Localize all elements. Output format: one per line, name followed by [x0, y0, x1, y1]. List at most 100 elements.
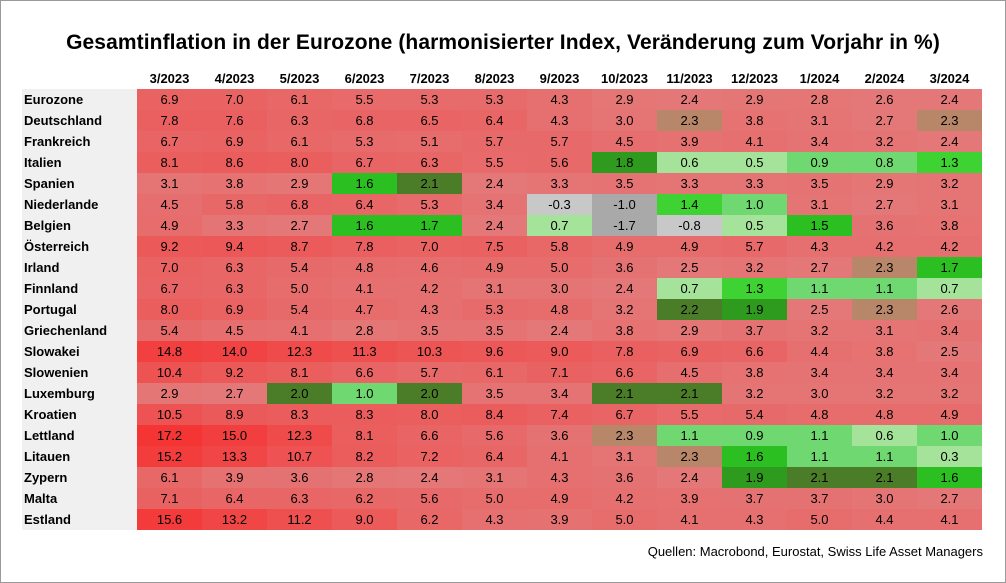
row-label: Kroatien — [22, 404, 137, 425]
heatmap-cell: 5.0 — [462, 488, 527, 509]
table-row: Finnland 6.7 6.3 5.0 4.1 4.2 3.1 3.0 2.4 0.7 1.3 1.… — [22, 278, 982, 299]
heatmap-cell: 4.9 — [137, 215, 202, 236]
row-label: Slowenien — [22, 362, 137, 383]
heatmap-cell: 2.0 — [397, 383, 462, 404]
heatmap-cell: 2.7 — [852, 194, 917, 215]
heatmap-cell: 3.6 — [592, 257, 657, 278]
heatmap-cell: 4.9 — [527, 488, 592, 509]
source-note: Quellen: Macrobond, Eurostat, Swiss Life… — [647, 544, 983, 559]
heatmap-cell: 9.4 — [202, 236, 267, 257]
heatmap-cell: 2.4 — [917, 89, 982, 110]
heatmap-cell: 6.3 — [397, 152, 462, 173]
table-row: Malta 7.1 6.4 6.3 6.2 5.6 5.0 4.9 4.2 3.9 3.7 3.7 3.… — [22, 488, 982, 509]
heatmap-cell: 1.6 — [332, 215, 397, 236]
heatmap-cell: 6.1 — [462, 362, 527, 383]
heatmap-cell: 2.8 — [332, 320, 397, 341]
heatmap-cell: 2.1 — [397, 173, 462, 194]
heatmap-cell: 2.1 — [852, 467, 917, 488]
heatmap-cell: 5.0 — [267, 278, 332, 299]
heatmap-cell: 15.6 — [137, 509, 202, 530]
heatmap-cell: 11.2 — [267, 509, 332, 530]
heatmap-cell: 2.0 — [267, 383, 332, 404]
heatmap-cell: 4.1 — [267, 320, 332, 341]
heatmap-cell: 0.7 — [657, 278, 722, 299]
heatmap-cell: 4.1 — [722, 131, 787, 152]
heatmap-cell: 3.5 — [462, 383, 527, 404]
heatmap-cell: 0.6 — [852, 425, 917, 446]
heatmap-cell: 1.1 — [852, 278, 917, 299]
heatmap-cell: 8.9 — [202, 404, 267, 425]
heatmap-cell: 2.4 — [657, 467, 722, 488]
heatmap-cell: 3.2 — [592, 299, 657, 320]
row-label: Slowakei — [22, 341, 137, 362]
heatmap-cell: -1.0 — [592, 194, 657, 215]
heatmap-table: 3/2023 4/2023 5/2023 6/2023 7/2023 8/2023 9/20… — [22, 68, 982, 530]
heatmap-cell: 3.7 — [722, 488, 787, 509]
heatmap-cell: 4.3 — [527, 89, 592, 110]
heatmap-cell: 8.2 — [332, 446, 397, 467]
heatmap-cell: 2.8 — [787, 89, 852, 110]
heatmap-cell: 8.4 — [462, 404, 527, 425]
table-row: Belgien 4.9 3.3 2.7 1.6 1.7 2.4 0.7 -1.7 -0.8 0.5 1… — [22, 215, 982, 236]
column-header: 4/2023 — [214, 71, 255, 86]
heatmap-cell: 6.7 — [137, 131, 202, 152]
heatmap-cell: 7.1 — [527, 362, 592, 383]
column-header: 11/2023 — [666, 71, 713, 86]
heatmap-cell: 4.3 — [397, 299, 462, 320]
heatmap-cell: 4.4 — [852, 509, 917, 530]
heatmap-cell: 4.3 — [722, 509, 787, 530]
heatmap-cell: 3.5 — [787, 173, 852, 194]
heatmap-cell: 10.7 — [267, 446, 332, 467]
heatmap-cell: 2.5 — [787, 299, 852, 320]
heatmap-cell: 5.3 — [397, 194, 462, 215]
heatmap-cell: 6.7 — [332, 152, 397, 173]
column-header: 12/2023 — [731, 71, 778, 86]
heatmap-cell: 3.0 — [852, 488, 917, 509]
heatmap-cell: 3.6 — [527, 425, 592, 446]
heatmap-cell: 5.0 — [592, 509, 657, 530]
heatmap-cell: 5.3 — [462, 89, 527, 110]
heatmap-cell: 6.2 — [397, 509, 462, 530]
row-label: Zypern — [22, 467, 137, 488]
heatmap-cell: 8.7 — [267, 236, 332, 257]
table-row: Slowakei 14.8 14.0 12.3 11.3 10.3 9.6 9.0 7.8 6.9… — [22, 341, 982, 362]
row-label: Frankreich — [22, 131, 137, 152]
heatmap-cell: 3.3 — [657, 173, 722, 194]
heatmap-cell: 5.6 — [527, 152, 592, 173]
heatmap-cell: 6.7 — [592, 404, 657, 425]
heatmap-cell: 3.7 — [787, 488, 852, 509]
heatmap-cell: 3.8 — [722, 362, 787, 383]
heatmap-cell: 3.8 — [722, 110, 787, 131]
heatmap-cell: 6.1 — [267, 131, 332, 152]
heatmap-cell: 2.5 — [917, 341, 982, 362]
heatmap-cell: 3.1 — [592, 446, 657, 467]
row-label: Irland — [22, 257, 137, 278]
row-label: Estland — [22, 509, 137, 530]
heatmap-cell: 2.4 — [917, 131, 982, 152]
heatmap-cell: 1.3 — [917, 152, 982, 173]
heatmap-cell: 4.3 — [527, 467, 592, 488]
heatmap-cell: 7.8 — [332, 236, 397, 257]
table-row: Frankreich 6.7 6.9 6.1 5.3 5.1 5.7 5.7 4.5 3.9 4.1… — [22, 131, 982, 152]
heatmap-cell: 9.2 — [202, 362, 267, 383]
heatmap-cell: 3.5 — [592, 173, 657, 194]
row-label: Luxemburg — [22, 383, 137, 404]
heatmap-cell: 2.7 — [852, 110, 917, 131]
heatmap-cell: -1.7 — [592, 215, 657, 236]
heatmap-cell: 13.2 — [202, 509, 267, 530]
table-row: Zypern 6.1 3.9 3.6 2.8 2.4 3.1 4.3 3.6 2.4 1.9 2.1 2… — [22, 467, 982, 488]
column-header: 2/2024 — [864, 71, 905, 86]
heatmap-cell: 7.4 — [527, 404, 592, 425]
heatmap-cell: -0.8 — [657, 215, 722, 236]
heatmap-cell: 1.3 — [722, 278, 787, 299]
heatmap-cell: 3.9 — [202, 467, 267, 488]
heatmap-cell: 4.3 — [462, 509, 527, 530]
heatmap-cell: 4.2 — [917, 236, 982, 257]
row-label: Lettland — [22, 425, 137, 446]
heatmap-cell: 6.3 — [267, 110, 332, 131]
heatmap-cell: 6.4 — [202, 488, 267, 509]
heatmap-cell: 15.2 — [137, 446, 202, 467]
heatmap-cell: 2.5 — [657, 257, 722, 278]
heatmap-cell: 6.8 — [332, 110, 397, 131]
row-label: Finnland — [22, 278, 137, 299]
